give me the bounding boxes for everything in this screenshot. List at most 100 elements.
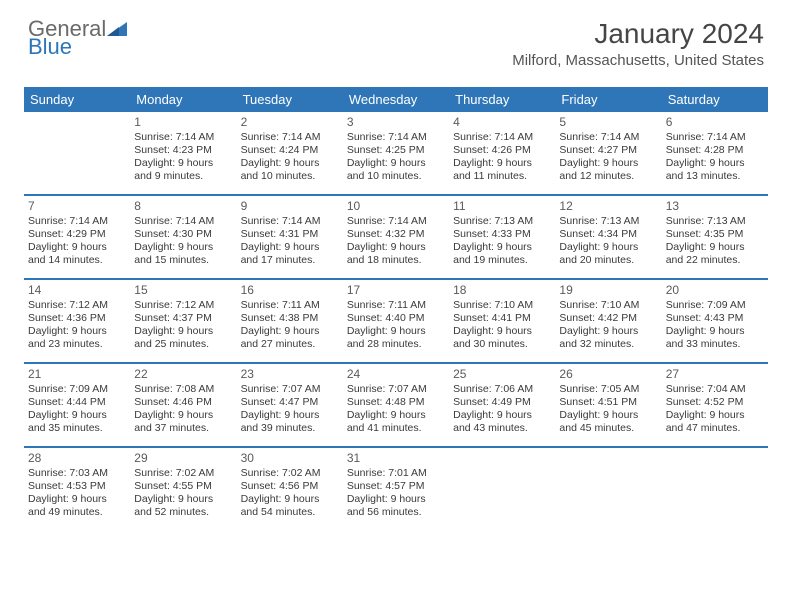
daylight-line1: Daylight: 9 hours bbox=[453, 409, 551, 422]
day-number: 3 bbox=[347, 115, 445, 130]
day-number: 16 bbox=[241, 283, 339, 298]
day-cell: 28Sunrise: 7:03 AMSunset: 4:53 PMDayligh… bbox=[24, 448, 130, 530]
location: Milford, Massachusetts, United States bbox=[512, 52, 764, 73]
daylight-line1: Daylight: 9 hours bbox=[559, 241, 657, 254]
day-cell: 14Sunrise: 7:12 AMSunset: 4:36 PMDayligh… bbox=[24, 280, 130, 362]
day-number: 28 bbox=[28, 451, 126, 466]
sunrise: Sunrise: 7:14 AM bbox=[28, 215, 126, 228]
daylight-line1: Daylight: 9 hours bbox=[666, 409, 764, 422]
daylight-line2: and 47 minutes. bbox=[666, 422, 764, 435]
sunset: Sunset: 4:24 PM bbox=[241, 144, 339, 157]
sunset: Sunset: 4:26 PM bbox=[453, 144, 551, 157]
sunset: Sunset: 4:34 PM bbox=[559, 228, 657, 241]
day-number: 6 bbox=[666, 115, 764, 130]
dow-thursday: Thursday bbox=[449, 87, 555, 112]
week-row: 1Sunrise: 7:14 AMSunset: 4:23 PMDaylight… bbox=[24, 112, 768, 194]
daylight-line2: and 20 minutes. bbox=[559, 254, 657, 267]
day-cell: 21Sunrise: 7:09 AMSunset: 4:44 PMDayligh… bbox=[24, 364, 130, 446]
daylight-line2: and 17 minutes. bbox=[241, 254, 339, 267]
daylight-line1: Daylight: 9 hours bbox=[134, 157, 232, 170]
daylight-line2: and 19 minutes. bbox=[453, 254, 551, 267]
sunset: Sunset: 4:30 PM bbox=[134, 228, 232, 241]
daylight-line1: Daylight: 9 hours bbox=[347, 493, 445, 506]
day-number: 1 bbox=[134, 115, 232, 130]
day-cell: 7Sunrise: 7:14 AMSunset: 4:29 PMDaylight… bbox=[24, 196, 130, 278]
day-number: 14 bbox=[28, 283, 126, 298]
sunrise: Sunrise: 7:13 AM bbox=[559, 215, 657, 228]
day-number: 24 bbox=[347, 367, 445, 382]
sunset: Sunset: 4:31 PM bbox=[241, 228, 339, 241]
sunset: Sunset: 4:56 PM bbox=[241, 480, 339, 493]
day-cell: 30Sunrise: 7:02 AMSunset: 4:56 PMDayligh… bbox=[237, 448, 343, 530]
daylight-line1: Daylight: 9 hours bbox=[666, 157, 764, 170]
day-number: 12 bbox=[559, 199, 657, 214]
sunrise: Sunrise: 7:14 AM bbox=[241, 131, 339, 144]
day-cell: 23Sunrise: 7:07 AMSunset: 4:47 PMDayligh… bbox=[237, 364, 343, 446]
sunrise: Sunrise: 7:07 AM bbox=[241, 383, 339, 396]
daylight-line1: Daylight: 9 hours bbox=[134, 493, 232, 506]
daylight-line1: Daylight: 9 hours bbox=[453, 325, 551, 338]
dow-tuesday: Tuesday bbox=[237, 87, 343, 112]
day-number: 18 bbox=[453, 283, 551, 298]
sunset: Sunset: 4:29 PM bbox=[28, 228, 126, 241]
sunrise: Sunrise: 7:09 AM bbox=[666, 299, 764, 312]
daylight-line1: Daylight: 9 hours bbox=[241, 325, 339, 338]
daylight-line2: and 35 minutes. bbox=[28, 422, 126, 435]
day-number: 10 bbox=[347, 199, 445, 214]
sunset: Sunset: 4:36 PM bbox=[28, 312, 126, 325]
day-number: 9 bbox=[241, 199, 339, 214]
sunrise: Sunrise: 7:04 AM bbox=[666, 383, 764, 396]
daylight-line2: and 39 minutes. bbox=[241, 422, 339, 435]
daylight-line1: Daylight: 9 hours bbox=[28, 409, 126, 422]
daylight-line2: and 13 minutes. bbox=[666, 170, 764, 183]
day-number: 27 bbox=[666, 367, 764, 382]
sunrise: Sunrise: 7:02 AM bbox=[241, 467, 339, 480]
sunrise: Sunrise: 7:14 AM bbox=[347, 215, 445, 228]
sunset: Sunset: 4:48 PM bbox=[347, 396, 445, 409]
sunset: Sunset: 4:28 PM bbox=[666, 144, 764, 157]
week-row: 14 Sunrise: 7:12 AM Sunset: 4:36 PM Dayligh… bbox=[24, 278, 768, 362]
day-number: 13 bbox=[666, 199, 764, 214]
daylight-line2: and 41 minutes. bbox=[347, 422, 445, 435]
sunrise: Sunrise: 7:14 AM bbox=[347, 131, 445, 144]
dow-sunday: Sunday bbox=[24, 87, 130, 112]
day-cell: 10Sunrise: 7:14 AMSunset: 4:32 PMDayligh… bbox=[343, 196, 449, 278]
day-cell: 1Sunrise: 7:14 AMSunset: 4:23 PMDaylight… bbox=[130, 112, 236, 194]
day-cell: 5Sunrise: 7:14 AMSunset: 4:27 PMDaylight… bbox=[555, 112, 661, 194]
daylight-line2: and 14 minutes. bbox=[28, 254, 126, 267]
sunrise: Sunrise: 7:14 AM bbox=[666, 131, 764, 144]
sunset: Sunset: 4:49 PM bbox=[453, 396, 551, 409]
day-number: 17 bbox=[347, 283, 445, 298]
daylight-line2: and 54 minutes. bbox=[241, 506, 339, 519]
day-number: 7 bbox=[28, 199, 126, 214]
daylight-line2: and 33 minutes. bbox=[666, 338, 764, 351]
sunrise: Sunrise: 7:01 AM bbox=[347, 467, 445, 480]
day-cell: 26Sunrise: 7:05 AMSunset: 4:51 PMDayligh… bbox=[555, 364, 661, 446]
daylight-line1: Daylight: 9 hours bbox=[134, 241, 232, 254]
day-cell: 31Sunrise: 7:01 AMSunset: 4:57 PMDayligh… bbox=[343, 448, 449, 530]
day-number: 19 bbox=[559, 283, 657, 298]
daylight-line2: and 45 minutes. bbox=[559, 422, 657, 435]
day-cell: 19Sunrise: 7:10 AMSunset: 4:42 PMDayligh… bbox=[555, 280, 661, 362]
daylight-line2: and 10 minutes. bbox=[347, 170, 445, 183]
day-cell: 8Sunrise: 7:14 AMSunset: 4:30 PMDaylight… bbox=[130, 196, 236, 278]
day-cell: 27Sunrise: 7:04 AMSunset: 4:52 PMDayligh… bbox=[662, 364, 768, 446]
daylight-line2: and 27 minutes. bbox=[241, 338, 339, 351]
daylight-line2: and 30 minutes. bbox=[453, 338, 551, 351]
daylight-line1: Daylight: 9 hours bbox=[347, 325, 445, 338]
sunrise: Sunrise: 7:12 AM bbox=[134, 299, 232, 312]
day-number: 30 bbox=[241, 451, 339, 466]
sunrise: Sunrise: 7:14 AM bbox=[453, 131, 551, 144]
day-number: 31 bbox=[347, 451, 445, 466]
daylight-line1: Daylight: 9 hours bbox=[241, 241, 339, 254]
sunrise: Sunrise: 7:13 AM bbox=[453, 215, 551, 228]
daylight-line1: Daylight: 9 hours bbox=[559, 325, 657, 338]
day-cell: 11Sunrise: 7:13 AMSunset: 4:33 PMDayligh… bbox=[449, 196, 555, 278]
dow-saturday: Saturday bbox=[662, 87, 768, 112]
day-number: 5 bbox=[559, 115, 657, 130]
daylight-line2: and 49 minutes. bbox=[28, 506, 126, 519]
daylight-line2: and 10 minutes. bbox=[241, 170, 339, 183]
daylight-line1: Daylight: 9 hours bbox=[666, 325, 764, 338]
sunrise: Sunrise: 7:10 AM bbox=[559, 299, 657, 312]
daylight-line1: Daylight: 9 hours bbox=[453, 157, 551, 170]
